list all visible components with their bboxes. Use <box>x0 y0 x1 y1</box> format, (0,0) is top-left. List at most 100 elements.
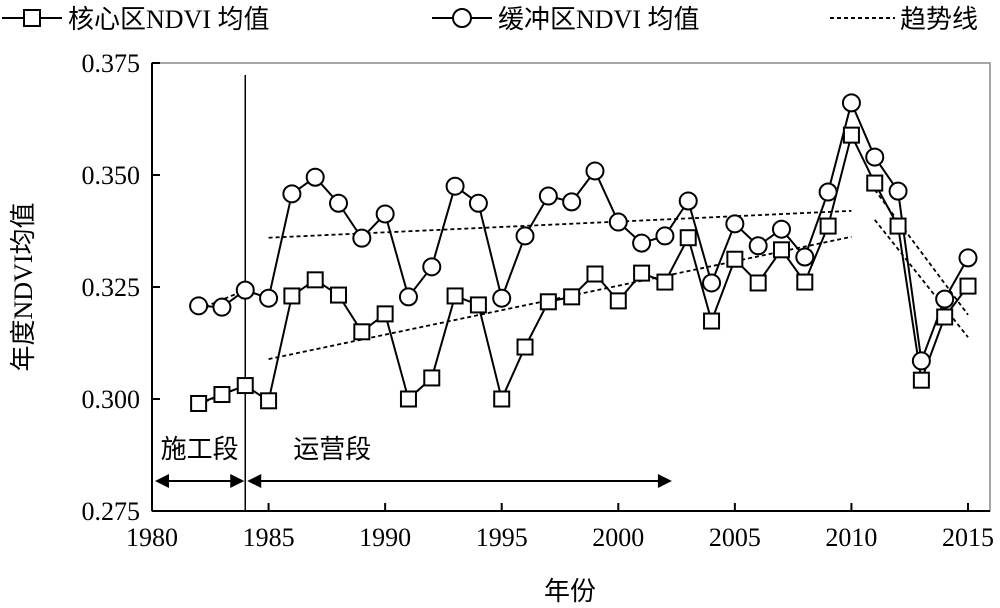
core-data-point <box>586 265 604 283</box>
y-tick-label: 0.325 <box>82 273 141 302</box>
buffer-data-point <box>935 289 955 309</box>
x-axis-label: 年份 <box>544 577 596 606</box>
buffer-data-point <box>795 247 815 267</box>
buffer-data-point <box>958 248 978 268</box>
buffer-data-point <box>445 176 465 196</box>
core-data-point <box>236 377 254 395</box>
legend-circle-marker <box>452 8 472 28</box>
buffer-data-point <box>538 186 558 206</box>
plot-frame <box>151 62 991 512</box>
y-tick-label: 0.375 <box>82 49 141 78</box>
buffer-data-point <box>189 296 209 316</box>
core-data-point <box>399 390 417 408</box>
x-tick-label: 1990 <box>359 523 411 552</box>
buffer-data-point <box>235 280 255 300</box>
buffer-data-point <box>212 297 232 317</box>
core-data-point <box>353 323 371 341</box>
core-data-point <box>260 392 278 410</box>
core-data-point <box>679 229 697 247</box>
construction-arrow-right-head <box>230 474 245 488</box>
x-tick-label: 1980 <box>126 523 178 552</box>
buffer-data-point <box>585 161 605 181</box>
core-data-point <box>213 386 231 404</box>
buffer-data-point <box>678 191 698 211</box>
buffer-data-point <box>422 257 442 277</box>
buffer-data-point <box>468 193 488 213</box>
core-data-point <box>190 394 208 412</box>
trend-line <box>268 235 852 361</box>
buffer-data-point <box>259 288 279 308</box>
core-data-point <box>563 288 581 306</box>
buffer-data-point <box>562 192 582 212</box>
x-tick-label: 2005 <box>709 523 761 552</box>
core-data-point <box>726 250 744 268</box>
core-data-point <box>796 273 814 291</box>
core-data-point <box>819 217 837 235</box>
buffer-data-point <box>329 193 349 213</box>
y-tick-label: 0.350 <box>82 161 141 190</box>
core-data-point <box>633 264 651 282</box>
buffer-data-point <box>398 287 418 307</box>
buffer-data-point <box>888 181 908 201</box>
buffer-data-point <box>492 288 512 308</box>
core-data-point <box>516 338 534 356</box>
core-data-point <box>306 271 324 289</box>
buffer-data-point <box>375 204 395 224</box>
buffer-data-point <box>911 351 931 371</box>
x-tick-label: 1995 <box>476 523 528 552</box>
core-data-point <box>866 174 884 192</box>
legend-square-marker <box>23 9 41 27</box>
buffer-data-point <box>305 167 325 187</box>
core-data-point <box>446 287 464 305</box>
x-tick-label: 1985 <box>243 523 295 552</box>
buffer-data-point <box>515 226 535 246</box>
buffer-data-point <box>608 212 628 232</box>
core-data-point <box>703 312 721 330</box>
buffer-data-point <box>282 184 302 204</box>
core-data-point <box>493 390 511 408</box>
buffer-data-point <box>771 219 791 239</box>
trend-line <box>268 209 852 239</box>
core-data-point <box>912 371 930 389</box>
buffer-series-line <box>198 99 969 362</box>
core-data-point <box>772 241 790 259</box>
buffer-data-point <box>748 236 768 256</box>
legend-trend-label: 趋势线 <box>900 5 978 34</box>
trend-line <box>874 219 969 338</box>
core-data-point <box>283 287 301 305</box>
core-series-line <box>198 132 969 405</box>
legend-core-label: 核心区NDVI 均值 <box>68 5 270 34</box>
core-data-point <box>842 126 860 144</box>
y-tick-label: 0.300 <box>82 385 141 414</box>
buffer-data-point <box>702 273 722 293</box>
core-data-point <box>469 296 487 314</box>
x-tick-label: 2000 <box>592 523 644 552</box>
construction-arrow-left-head <box>155 474 169 488</box>
buffer-data-point <box>818 182 838 202</box>
buffer-data-point <box>632 233 652 253</box>
core-data-point <box>609 292 627 310</box>
legend-buffer-label: 缓冲区NDVI 均值 <box>498 5 700 34</box>
x-tick-label: 2010 <box>825 523 877 552</box>
core-data-point <box>376 305 394 323</box>
buffer-data-point <box>865 147 885 167</box>
operation-label: 运营段 <box>293 435 371 464</box>
buffer-data-point <box>655 226 675 246</box>
legend: 核心区NDVI 均值 缓冲区NDVI 均值 趋势线 <box>2 5 978 34</box>
core-data-point <box>423 369 441 387</box>
buffer-data-point <box>841 93 861 113</box>
core-data-point <box>749 274 767 292</box>
y-axis-label: 年度NDVI均值 <box>9 203 38 372</box>
core-data-point <box>959 277 977 295</box>
core-data-point <box>539 293 557 311</box>
core-data-point <box>889 217 907 235</box>
core-data-point <box>656 273 674 291</box>
core-data-point <box>330 286 348 304</box>
core-data-point <box>936 308 954 326</box>
y-tick-label: 0.275 <box>82 497 141 526</box>
buffer-data-point <box>352 228 372 248</box>
operation-arrow-left-head <box>247 474 262 488</box>
x-tick-label: 2015 <box>942 523 994 552</box>
operation-arrow-right-head <box>657 474 672 488</box>
